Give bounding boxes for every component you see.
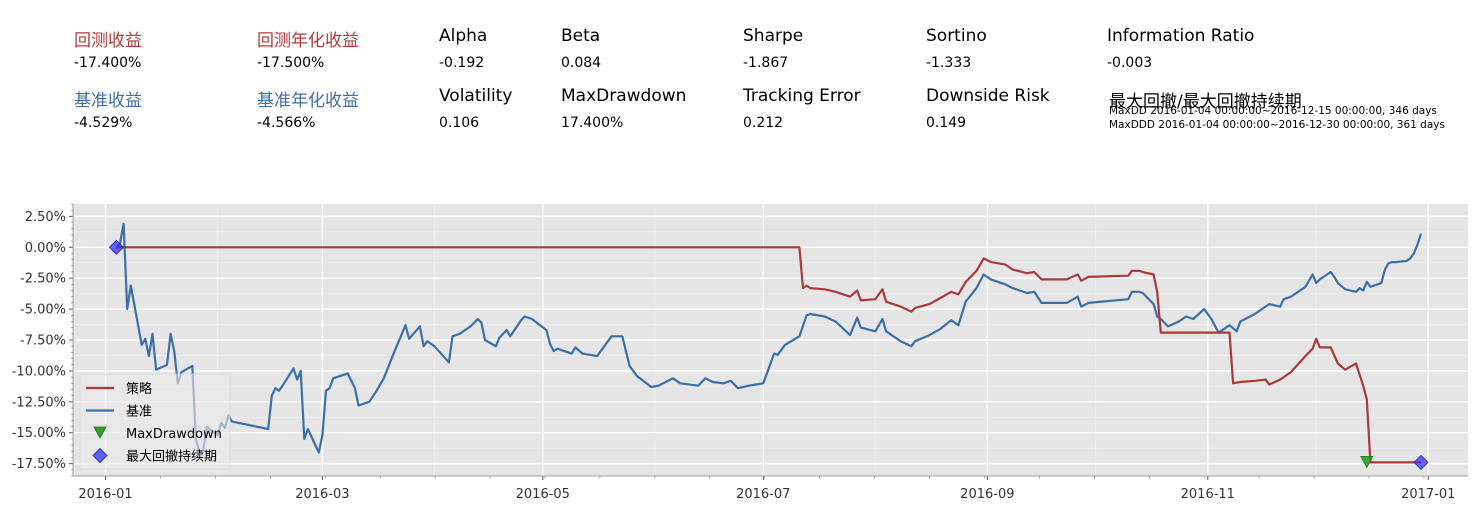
maxdrawdown-marker: [1360, 455, 1374, 469]
stat-row1-0-label: 回测收益: [74, 31, 142, 51]
stat-row2-5-label: Downside Risk: [926, 86, 1050, 106]
stat-row2-2-label: Volatility: [439, 86, 513, 106]
series-line-benchmark: [115, 222, 1423, 454]
stat-row1-4-label: Sharpe: [743, 26, 804, 46]
stat-row1-1-value: -17.500%: [257, 55, 325, 71]
stat-row2-3-label: MaxDrawdown: [561, 86, 687, 106]
stat-row1-0-value: -17.400%: [74, 55, 142, 71]
x-tick-label: 2016-05: [516, 487, 570, 502]
maxdd-duration-marker: [1413, 454, 1429, 470]
stat-row2-3-value: 17.400%: [561, 115, 624, 131]
stat-row2-4-value: 0.212: [743, 115, 784, 131]
y-tick-label: -5.00%: [20, 303, 66, 318]
stat-row1-5-label: Sortino: [926, 26, 987, 46]
stat-row2-4-label: Tracking Error: [743, 86, 861, 106]
legend-maxdrawdown-label: MaxDrawdown: [126, 427, 222, 442]
stat-row2-0-label: 基准收益: [74, 91, 142, 111]
stat-row2-0-value: -4.529%: [74, 115, 133, 131]
x-tick-label: 2017-01: [1401, 487, 1455, 502]
legend-duration-swatch: [92, 447, 108, 464]
y-tick-label: -2.50%: [20, 272, 66, 287]
y-tick-label: -7.50%: [20, 334, 66, 349]
y-tick-label: -12.50%: [12, 395, 66, 410]
stat-row1-6-label: Information Ratio: [1107, 26, 1255, 46]
y-tick-label: -17.50%: [12, 457, 66, 472]
stat-row1-1-label: 回测年化收益: [257, 31, 359, 51]
y-tick-label: 0.00%: [25, 241, 66, 256]
maxdd-text: MaxDD 2016-01-04 00:00:00~2016-12-15 00:…: [1109, 105, 1437, 117]
stat-row2-5-value: 0.149: [926, 115, 967, 131]
series-line-strategy: [116, 246, 1421, 464]
x-tick-label: 2016-03: [295, 487, 349, 502]
maxdd-duration-marker: [108, 239, 124, 255]
stat-row1-6-value: -0.003: [1107, 55, 1153, 71]
legend-benchmark-label: 基准: [126, 405, 152, 420]
stat-row2-1-label: 基准年化收益: [257, 91, 359, 111]
x-tick-label: 2016-09: [960, 487, 1014, 502]
x-tick-label: 2016-01: [78, 487, 132, 502]
y-tick-label: 2.50%: [25, 210, 66, 225]
x-tick-label: 2016-11: [1181, 487, 1235, 502]
legend-duration-label: 最大回撤持续期: [126, 449, 217, 465]
stat-row1-2-label: Alpha: [439, 26, 488, 46]
stat-row2-1-value: -4.566%: [257, 115, 316, 131]
y-tick-label: -10.00%: [12, 364, 66, 379]
legend-strategy-label: 策略: [126, 381, 152, 397]
y-tick-label: -15.00%: [12, 426, 66, 441]
x-tick-label: 2016-07: [736, 487, 790, 502]
stat-row2-2-value: 0.106: [439, 115, 480, 131]
stat-row1-5-value: -1.333: [926, 55, 972, 71]
stat-row1-3-label: Beta: [561, 26, 601, 46]
maxddd-text: MaxDDD 2016-01-04 00:00:00~2016-12-30 00…: [1109, 119, 1445, 131]
stat-row1-3-value: 0.084: [561, 55, 602, 71]
stat-row1-2-value: -0.192: [439, 55, 485, 71]
stat-row1-4-value: -1.867: [743, 55, 789, 71]
legend-maxdrawdown-swatch: [93, 426, 107, 439]
drawdown-label: 最大回撤/最大回撤持续期: [1109, 92, 1302, 112]
